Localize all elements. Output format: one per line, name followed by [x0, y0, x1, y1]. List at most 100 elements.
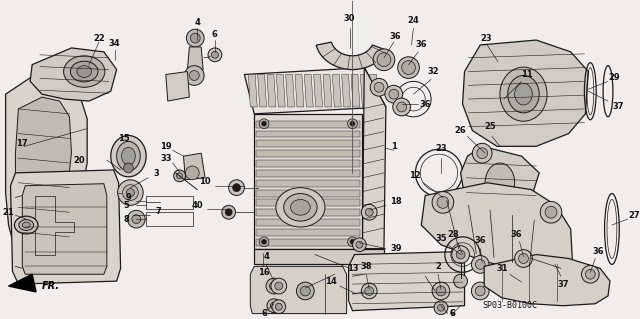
Circle shape — [518, 254, 529, 263]
Circle shape — [275, 282, 283, 290]
Polygon shape — [248, 75, 257, 107]
Circle shape — [267, 299, 281, 313]
Ellipse shape — [485, 163, 515, 202]
Text: 23: 23 — [435, 144, 447, 153]
Circle shape — [269, 282, 278, 291]
Text: 3: 3 — [153, 169, 159, 178]
Circle shape — [437, 197, 449, 208]
Polygon shape — [30, 48, 116, 101]
Polygon shape — [421, 183, 573, 274]
Circle shape — [389, 89, 399, 99]
Circle shape — [370, 78, 388, 96]
Text: 26: 26 — [454, 126, 467, 135]
Circle shape — [272, 300, 285, 314]
Text: 6: 6 — [450, 309, 456, 318]
Text: 16: 16 — [258, 268, 270, 277]
Circle shape — [296, 282, 314, 300]
Polygon shape — [254, 114, 362, 249]
Circle shape — [356, 241, 363, 248]
Text: 36: 36 — [419, 100, 431, 108]
Polygon shape — [295, 75, 304, 107]
Circle shape — [259, 237, 269, 247]
Circle shape — [436, 286, 446, 296]
Polygon shape — [332, 75, 341, 107]
Ellipse shape — [276, 188, 325, 227]
Polygon shape — [15, 97, 72, 252]
Text: 32: 32 — [428, 67, 439, 76]
Polygon shape — [188, 47, 203, 70]
Circle shape — [350, 239, 355, 244]
Polygon shape — [484, 255, 610, 306]
Circle shape — [362, 204, 377, 220]
Circle shape — [452, 246, 469, 263]
Text: 30: 30 — [344, 14, 355, 23]
Circle shape — [118, 180, 143, 205]
Polygon shape — [254, 249, 384, 264]
Text: 35: 35 — [435, 234, 447, 243]
Circle shape — [190, 33, 200, 43]
Ellipse shape — [63, 56, 105, 87]
Circle shape — [127, 189, 134, 197]
Polygon shape — [256, 219, 360, 226]
Text: 36: 36 — [474, 236, 486, 245]
Ellipse shape — [19, 219, 34, 230]
Circle shape — [300, 286, 310, 296]
Ellipse shape — [70, 61, 98, 82]
Polygon shape — [342, 75, 351, 107]
Circle shape — [374, 82, 384, 92]
Text: 5: 5 — [124, 201, 129, 210]
Text: 39: 39 — [390, 244, 401, 253]
Circle shape — [208, 48, 222, 62]
Circle shape — [456, 250, 465, 259]
Circle shape — [211, 51, 218, 58]
Circle shape — [495, 271, 505, 281]
Text: 34: 34 — [109, 40, 120, 48]
Text: 40: 40 — [191, 201, 203, 210]
Text: 29: 29 — [608, 73, 620, 82]
Ellipse shape — [116, 141, 140, 171]
Polygon shape — [256, 189, 360, 197]
Polygon shape — [370, 75, 378, 107]
Circle shape — [173, 170, 186, 182]
Ellipse shape — [500, 67, 547, 121]
Circle shape — [515, 250, 532, 267]
Polygon shape — [256, 140, 360, 147]
Text: FR.: FR. — [42, 281, 60, 291]
Polygon shape — [256, 239, 360, 246]
Circle shape — [377, 53, 391, 67]
Polygon shape — [360, 75, 369, 107]
Polygon shape — [258, 75, 266, 107]
Circle shape — [186, 29, 204, 47]
Ellipse shape — [508, 76, 540, 113]
Circle shape — [373, 49, 395, 70]
Circle shape — [275, 303, 282, 310]
Polygon shape — [22, 184, 107, 274]
Circle shape — [545, 206, 557, 218]
Circle shape — [266, 278, 282, 294]
Circle shape — [262, 239, 266, 244]
Polygon shape — [166, 71, 189, 101]
Text: 28: 28 — [447, 230, 458, 239]
Text: 33: 33 — [160, 154, 172, 163]
Circle shape — [348, 237, 357, 247]
Circle shape — [472, 256, 489, 273]
Text: 4: 4 — [195, 18, 200, 27]
Text: 6: 6 — [450, 309, 456, 318]
Polygon shape — [256, 130, 360, 137]
Text: 27: 27 — [628, 211, 640, 220]
Text: 12: 12 — [410, 171, 421, 180]
Text: 9: 9 — [125, 193, 131, 202]
Polygon shape — [305, 75, 313, 107]
Circle shape — [232, 184, 241, 192]
Polygon shape — [256, 160, 360, 167]
Text: 11: 11 — [520, 70, 532, 79]
Text: SP03-B0100C: SP03-B0100C — [482, 301, 537, 310]
Circle shape — [132, 215, 141, 224]
Text: 4: 4 — [263, 252, 269, 261]
Ellipse shape — [515, 83, 532, 105]
Circle shape — [348, 119, 357, 129]
Text: 18: 18 — [390, 197, 401, 206]
Circle shape — [365, 208, 373, 216]
Polygon shape — [314, 75, 323, 107]
Circle shape — [472, 143, 492, 163]
